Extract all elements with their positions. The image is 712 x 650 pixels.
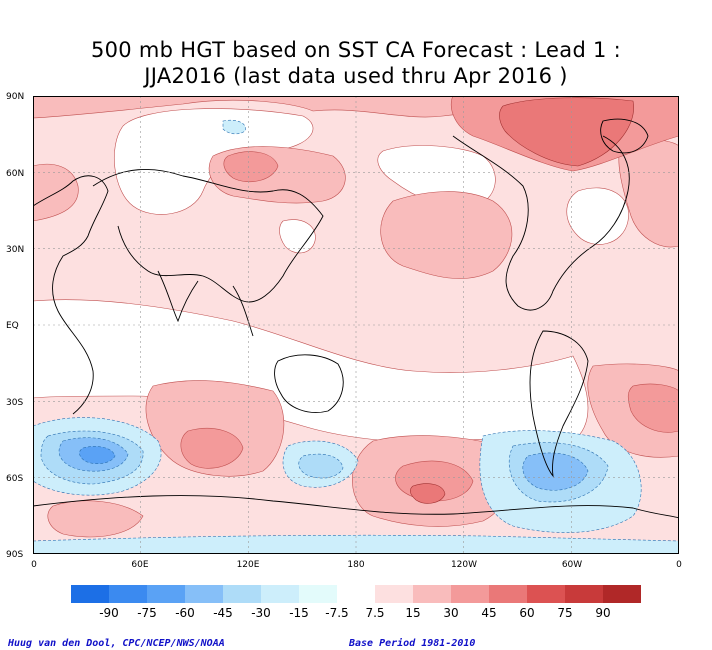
lon-label-60e: 60E <box>131 560 148 570</box>
legend-swatch <box>109 585 147 603</box>
legend-swatch <box>527 585 565 603</box>
lon-label-120w: 120W <box>451 560 477 570</box>
legend-swatch <box>299 585 337 603</box>
legend-label: -15 <box>289 606 309 620</box>
footer-base-period: Base Period 1981-2010 <box>349 638 475 649</box>
anomaly-map <box>33 96 679 554</box>
legend-label: 75 <box>557 606 572 620</box>
legend-label: -90 <box>99 606 119 620</box>
legend-label: 45 <box>481 606 496 620</box>
legend-label: 7.5 <box>365 606 384 620</box>
legend-swatch <box>223 585 261 603</box>
legend-label: -75 <box>137 606 157 620</box>
lon-label-0-east: 0 <box>676 560 682 570</box>
legend-swatch <box>261 585 299 603</box>
legend-swatch <box>71 585 109 603</box>
lat-label-90n: 90N <box>6 92 24 102</box>
legend-swatch <box>413 585 451 603</box>
lat-label-60n: 60N <box>6 169 24 179</box>
legend-swatch <box>451 585 489 603</box>
footer-credit: Huug van den Dool, CPC/NCEP/NWS/NOAA <box>8 638 225 649</box>
lon-label-120e: 120E <box>237 560 260 570</box>
lat-label-60s: 60S <box>6 474 23 484</box>
legend-label: -7.5 <box>325 606 348 620</box>
chart-title-line-1: 500 mb HGT based on SST CA Forecast : Le… <box>0 38 712 62</box>
legend-swatch <box>565 585 603 603</box>
legend-swatch <box>489 585 527 603</box>
lon-label-180: 180 <box>347 560 364 570</box>
legend-swatch <box>185 585 223 603</box>
lon-label-0: 0 <box>31 560 37 570</box>
legend-swatch <box>147 585 185 603</box>
legend-label: -60 <box>175 606 195 620</box>
legend-swatch <box>603 585 641 603</box>
lat-label-30n: 30N <box>6 245 24 255</box>
legend-label: 90 <box>595 606 610 620</box>
lat-label-30s: 30S <box>6 398 23 408</box>
legend-label: -30 <box>251 606 271 620</box>
legend-label: -45 <box>213 606 233 620</box>
color-legend: -90 -75 -60 -45 -30 -15 -7.5 7.5 15 30 45 60 75 90 <box>0 580 712 620</box>
legend-label: 15 <box>405 606 420 620</box>
legend-label: 60 <box>519 606 534 620</box>
legend-label: 30 <box>443 606 458 620</box>
chart-title-line-2: JJA2016 (last data used thru Apr 2016 ) <box>0 64 712 88</box>
lat-label-eq: EQ <box>6 321 19 331</box>
legend-swatch <box>375 585 413 603</box>
lon-label-60w: 60W <box>562 560 582 570</box>
legend-swatch <box>337 585 375 603</box>
lat-label-90s: 90S <box>6 550 23 560</box>
